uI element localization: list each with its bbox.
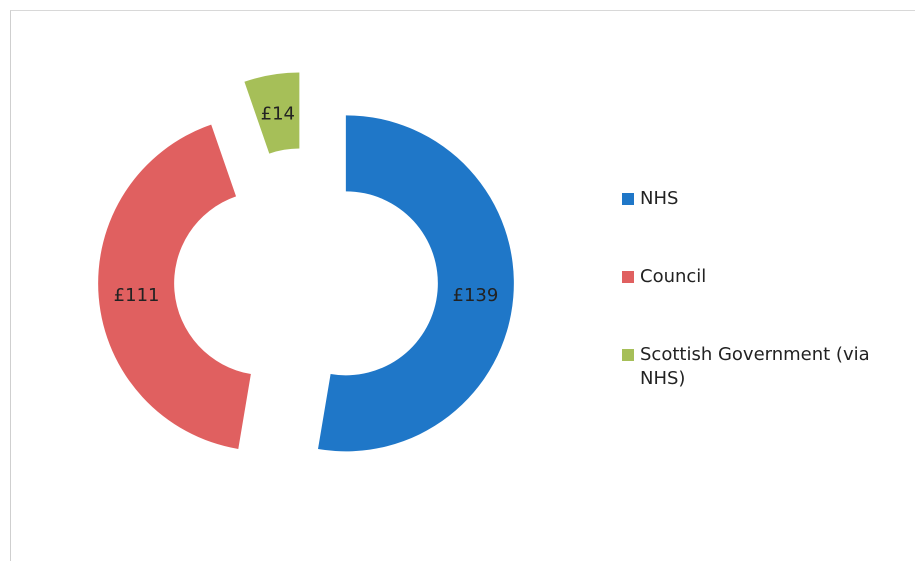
legend-label-nhs: NHS [640,188,679,209]
legend-item-scottish-government: Scottish Government (via NHS) [622,343,910,391]
data-label-scottish-government: £14 [261,103,295,124]
legend-item-nhs: NHS [622,187,910,211]
data-label-council: £111 [114,285,160,306]
legend-label-scottish-government: Scottish Government (via NHS) [640,344,870,389]
legend-swatch-scottish-government [622,349,634,361]
legend-swatch-nhs [622,193,634,205]
legend-label-council: Council [640,266,707,287]
chart-frame [10,10,915,561]
legend-item-council: Council [622,265,910,289]
slice-scottish-government [244,72,300,154]
legend-swatch-council [622,271,634,283]
data-label-nhs: £139 [453,285,499,306]
slice-nhs [318,115,514,452]
slice-council [98,124,251,450]
